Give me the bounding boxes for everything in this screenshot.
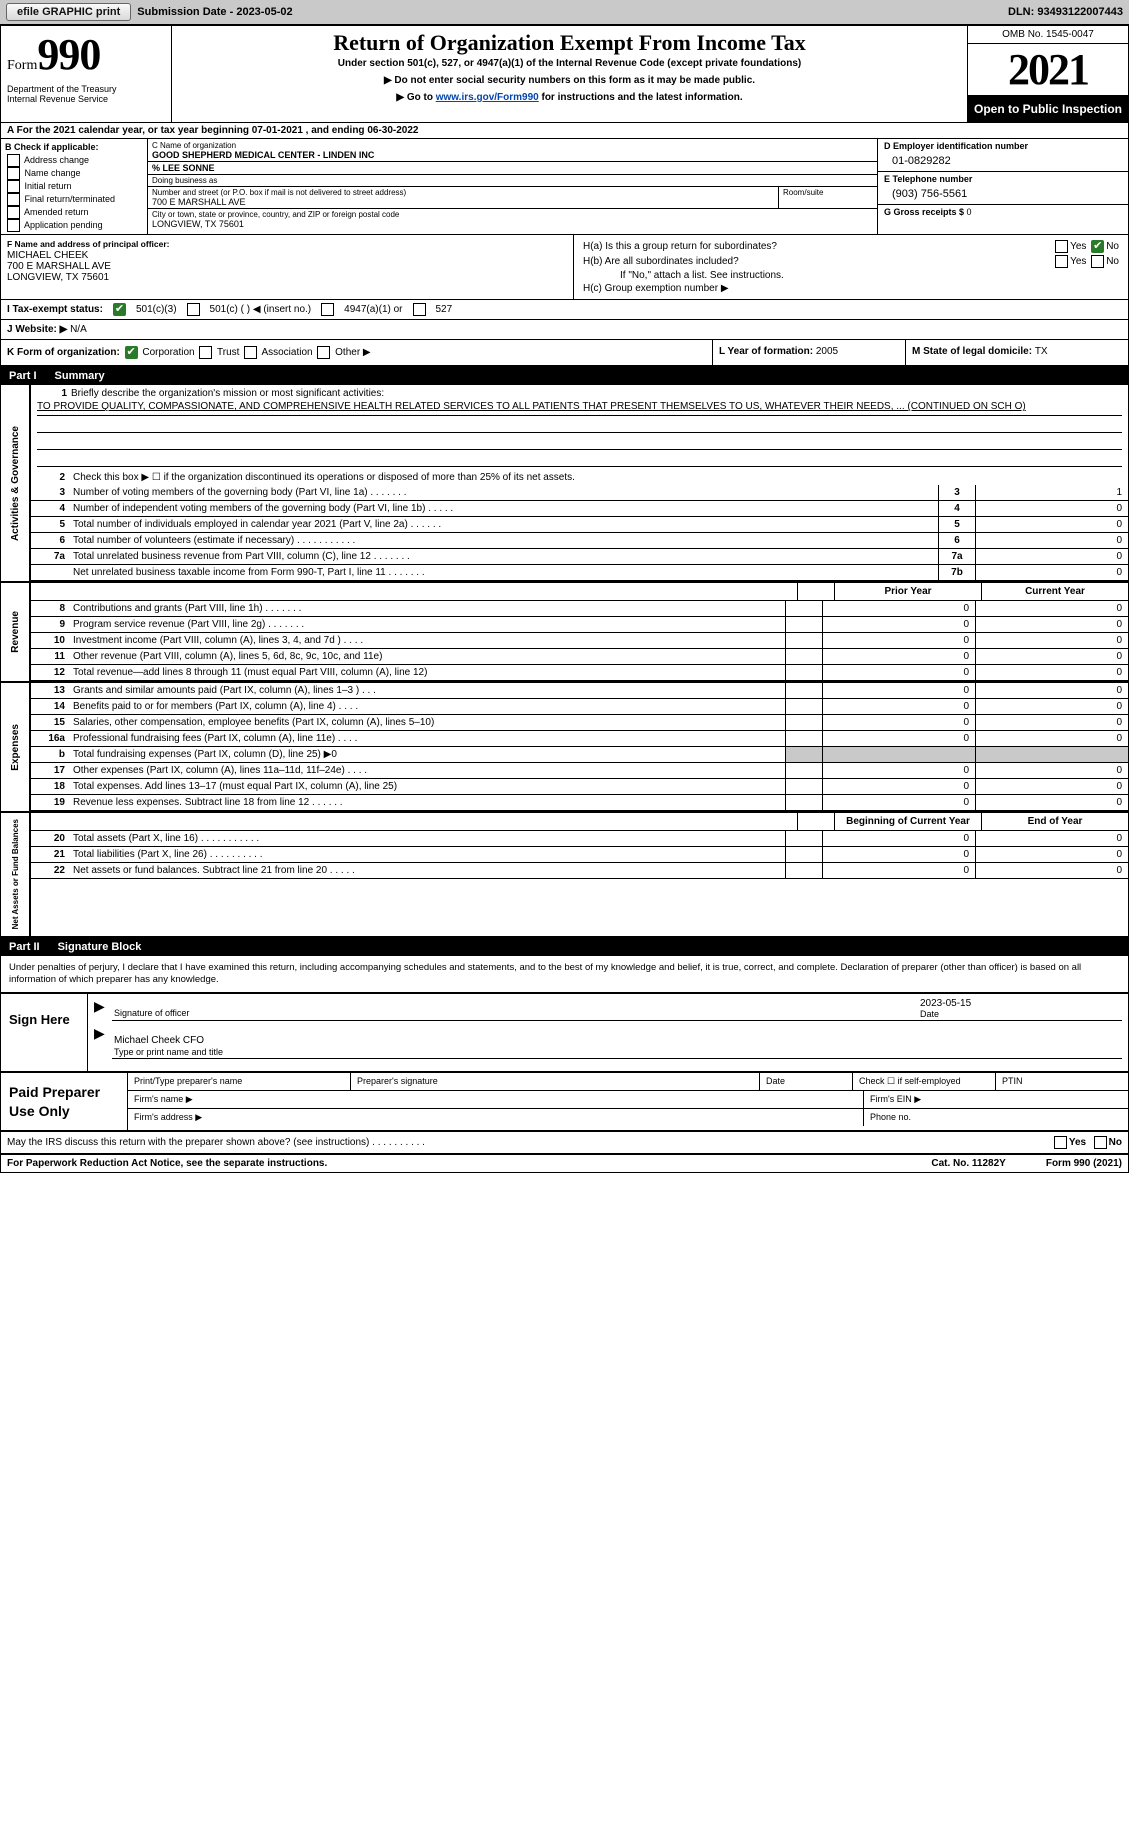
form-of-org-row: K Form of organization: ✔ Corporation Tr… [1,340,1128,367]
table-row: 12Total revenue—add lines 8 through 11 (… [31,665,1128,681]
table-row: 18Total expenses. Add lines 13–17 (must … [31,779,1128,795]
table-row: 19Revenue less expenses. Subtract line 1… [31,795,1128,811]
arrow-icon: ▶ [94,1025,112,1059]
open-inspection: Open to Public Inspection [968,96,1128,122]
mission-text: TO PROVIDE QUALITY, COMPASSIONATE, AND C… [37,401,1026,412]
block-activities: Activities & Governance 1Briefly describ… [1,385,1128,583]
gross-receipts: 0 [967,207,972,217]
checkbox-initial-return[interactable] [7,180,20,193]
dln: DLN: 93493122007443 [1008,6,1123,18]
table-row: 22Net assets or fund balances. Subtract … [31,863,1128,879]
catalog-no: Cat. No. 11282Y [891,1158,1045,1169]
city-state-zip: LONGVIEW, TX 75601 [152,219,244,229]
table-row: 20Total assets (Part X, line 16) . . . .… [31,831,1128,847]
year-formation: 2005 [816,346,838,357]
arrow-icon: ▶ [94,998,112,1021]
table-row: 17Other expenses (Part IX, column (A), l… [31,763,1128,779]
footer: For Paperwork Reduction Act Notice, see … [1,1155,1128,1172]
checkbox-501c[interactable] [187,303,200,316]
table-row: bTotal fundraising expenses (Part IX, co… [31,747,1128,763]
care-of: % LEE SONNE [148,162,877,175]
checkbox-may-yes[interactable] [1054,1136,1067,1149]
section-f-h: F Name and address of principal officer:… [1,235,1128,300]
table-row: 13Grants and similar amounts paid (Part … [31,683,1128,699]
mission-block: 1Briefly describe the organization's mis… [31,385,1128,470]
check-applicable: B Check if applicable: Address change Na… [1,139,148,234]
table-row: 15Salaries, other compensation, employee… [31,715,1128,731]
signature-officer: Signature of officer [112,998,918,1021]
checkbox-amended[interactable] [7,206,20,219]
checkbox-ha-yes[interactable] [1055,240,1068,253]
declaration-text: Under penalties of perjury, I declare th… [1,956,1128,993]
form-number: Form990 [7,29,167,80]
checkbox-final-return[interactable] [7,193,20,206]
block-netassets: Net Assets or Fund Balances Beginning of… [1,813,1128,937]
checkbox-name-change[interactable] [7,167,20,180]
checkbox-hb-yes[interactable] [1055,255,1068,268]
street: 700 E MARSHALL AVE [152,197,246,207]
principal-officer: MICHAEL CHEEK 700 E MARSHALL AVE LONGVIE… [7,250,111,283]
form-title: Return of Organization Exempt From Incom… [180,30,959,56]
checkbox-527[interactable] [413,303,426,316]
section-b-c-d: B Check if applicable: Address change Na… [1,139,1128,235]
form-container: Form990 Department of the Treasury Inter… [0,25,1129,1173]
omb-number: OMB No. 1545-0047 [968,26,1128,44]
submission-label: Submission Date - 2023-05-02 [137,6,292,18]
efile-button[interactable]: efile GRAPHIC print [6,3,131,21]
may-discuss-row: May the IRS discuss this return with the… [1,1132,1128,1155]
checkbox-app-pending[interactable] [7,219,20,232]
checkbox-other[interactable] [317,346,330,359]
checkbox-ha-no[interactable]: ✔ [1091,240,1104,253]
side-revenue: Revenue [8,605,23,659]
treasury-dept: Department of the Treasury Internal Reve… [7,84,167,104]
table-row: 8Contributions and grants (Part VIII, li… [31,601,1128,617]
period-row: A For the 2021 calendar year, or tax yea… [1,123,1128,139]
telephone: (903) 756-5561 [884,184,1122,202]
goto-link-row: ▶ Go to www.irs.gov/Form990 for instruct… [180,92,959,103]
ein-tel: D Employer identification number01-08292… [877,139,1128,234]
website-row: J Website: ▶ N/A [1,320,1128,340]
org-info: C Name of organizationGOOD SHEPHERD MEDI… [148,139,877,234]
checkbox-hb-no[interactable] [1091,255,1104,268]
side-netassets: Net Assets or Fund Balances [9,813,22,935]
irs-link[interactable]: www.irs.gov/Form990 [436,92,539,103]
part2-header: Part IISignature Block [1,938,1128,956]
dont-enter-ssn: ▶ Do not enter social security numbers o… [180,75,959,86]
dba: Doing business as [148,175,877,187]
table-row: 21Total liabilities (Part X, line 26) . … [31,847,1128,863]
block-revenue: Revenue Prior YearCurrent Year 8Contribu… [1,583,1128,683]
table-row: 11Other revenue (Part VIII, column (A), … [31,649,1128,665]
topbar: efile GRAPHIC print Submission Date - 20… [0,0,1129,25]
form-subtitle: Under section 501(c), 527, or 4947(a)(1)… [180,58,959,69]
checkbox-trust[interactable] [199,346,212,359]
paid-preparer: Paid Preparer Use Only Print/Type prepar… [1,1072,1128,1131]
sign-date: 2023-05-15 [920,998,1120,1009]
ein: 01-0829282 [884,151,1122,169]
table-row: 14Benefits paid to or for members (Part … [31,699,1128,715]
table-row: 10Investment income (Part VIII, column (… [31,633,1128,649]
side-expenses: Expenses [8,718,23,777]
part1-header: Part ISummary [1,367,1128,385]
room-suite: Room/suite [779,187,877,208]
table-row: 9Program service revenue (Part VIII, lin… [31,617,1128,633]
sign-here: Sign Here ▶ Signature of officer 2023-05… [1,992,1128,1072]
checkbox-may-no[interactable] [1094,1136,1107,1149]
tax-exempt-row: I Tax-exempt status: ✔ 501(c)(3) 501(c) … [1,300,1128,320]
block-expenses: Expenses 13Grants and similar amounts pa… [1,683,1128,813]
state-domicile: TX [1035,346,1048,357]
officer-name: Michael Cheek CFO [114,1035,1120,1047]
table-row: 16aProfessional fundraising fees (Part I… [31,731,1128,747]
checkbox-501c3[interactable]: ✔ [113,303,126,316]
org-name: GOOD SHEPHERD MEDICAL CENTER - LINDEN IN… [152,150,374,160]
form-header: Form990 Department of the Treasury Inter… [1,26,1128,123]
checkbox-corp[interactable]: ✔ [125,346,138,359]
side-activities: Activities & Governance [8,420,23,547]
checkbox-assoc[interactable] [244,346,257,359]
tax-year: 2021 [968,44,1128,96]
checkbox-address-change[interactable] [7,154,20,167]
line2-text: Check this box ▶ ☐ if the organization d… [69,470,1128,485]
checkbox-4947[interactable] [321,303,334,316]
